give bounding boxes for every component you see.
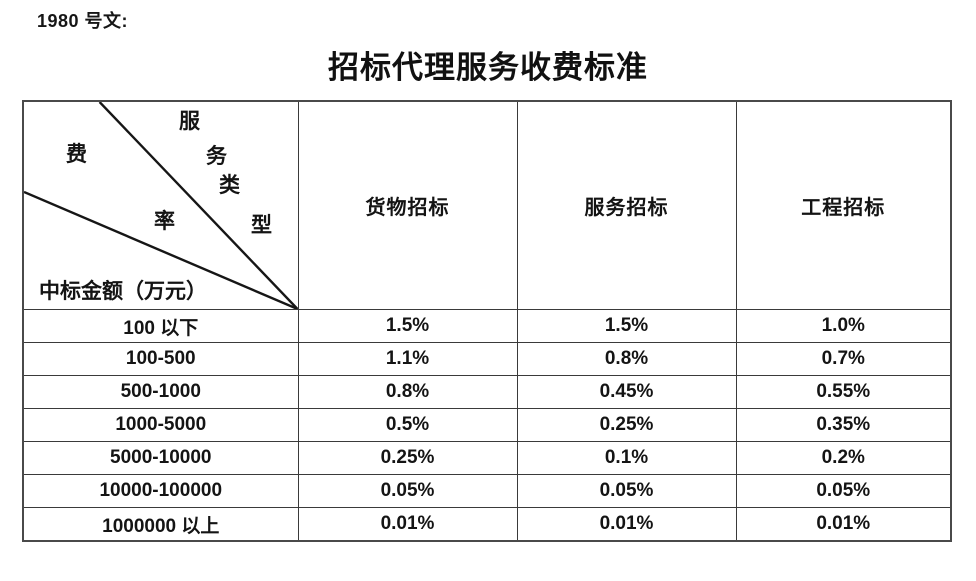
corner-label-service-type-char3: 类 xyxy=(219,173,240,197)
doc-ref-label: 1980 号文: xyxy=(37,11,129,31)
rate-cell-services: 0.05% xyxy=(516,474,737,508)
column-header-goods: 货物招标 xyxy=(297,100,518,310)
page-title: 招标代理服务收费标准 xyxy=(328,50,648,85)
rate-cell-goods: 0.05% xyxy=(297,474,518,508)
rate-cell-services: 0.01% xyxy=(516,507,737,542)
rate-cell-services: 0.45% xyxy=(516,375,737,409)
fee-standard-table: 费 率 服 务 类 型 中标金额（万元） 货物招标 服务招标 工程招标 100 … xyxy=(22,100,952,542)
column-header-works: 工程招标 xyxy=(735,100,952,310)
table-row: 1000-5000 0.5% 0.25% 0.35% xyxy=(22,408,952,442)
rate-cell-works: 1.0% xyxy=(735,309,952,343)
rate-cell-works: 0.01% xyxy=(735,507,952,542)
rate-cell-goods: 0.8% xyxy=(297,375,518,409)
rate-cell-services: 0.25% xyxy=(516,408,737,442)
rate-cell-works: 0.7% xyxy=(735,342,952,376)
rate-cell-services: 1.5% xyxy=(516,309,737,343)
corner-header-content: 费 率 服 务 类 型 中标金额（万元） xyxy=(24,102,297,309)
amount-range-cell: 10000-100000 xyxy=(22,474,299,508)
table-row: 500-1000 0.8% 0.45% 0.55% xyxy=(22,375,952,409)
table-row: 5000-10000 0.25% 0.1% 0.2% xyxy=(22,441,952,475)
table-row: 100 以下 1.5% 1.5% 1.0% xyxy=(22,309,952,343)
corner-label-service-type-char2: 务 xyxy=(206,144,227,168)
rate-cell-goods: 0.5% xyxy=(297,408,518,442)
diagonal-divider-lines xyxy=(24,102,297,309)
amount-range-cell: 1000000 以上 xyxy=(22,507,299,542)
table-header-row: 费 率 服 务 类 型 中标金额（万元） 货物招标 服务招标 工程招标 xyxy=(22,100,952,310)
amount-range-cell: 5000-10000 xyxy=(22,441,299,475)
amount-range-cell: 500-1000 xyxy=(22,375,299,409)
rate-cell-works: 0.2% xyxy=(735,441,952,475)
column-header-services: 服务招标 xyxy=(516,100,737,310)
corner-header-cell: 费 率 服 务 类 型 中标金额（万元） xyxy=(22,100,299,310)
table-row: 1000000 以上 0.01% 0.01% 0.01% xyxy=(22,507,952,542)
amount-range-cell: 100 以下 xyxy=(22,309,299,343)
rate-cell-works: 0.35% xyxy=(735,408,952,442)
corner-label-service-type-char1: 服 xyxy=(179,109,200,133)
rate-cell-goods: 1.1% xyxy=(297,342,518,376)
table-row: 10000-100000 0.05% 0.05% 0.05% xyxy=(22,474,952,508)
corner-label-service-type-char4: 型 xyxy=(251,213,272,237)
rate-cell-goods: 0.25% xyxy=(297,441,518,475)
rate-cell-works: 0.55% xyxy=(735,375,952,409)
corner-label-rate: 率 xyxy=(154,209,175,233)
amount-range-cell: 1000-5000 xyxy=(22,408,299,442)
table-row: 100-500 1.1% 0.8% 0.7% xyxy=(22,342,952,376)
rate-cell-goods: 1.5% xyxy=(297,309,518,343)
corner-label-amount-axis: 中标金额（万元） xyxy=(39,279,207,303)
rate-cell-services: 0.8% xyxy=(516,342,737,376)
corner-label-fee: 费 xyxy=(66,142,87,166)
rate-cell-goods: 0.01% xyxy=(297,507,518,542)
amount-range-cell: 100-500 xyxy=(22,342,299,376)
rate-cell-works: 0.05% xyxy=(735,474,952,508)
rate-cell-services: 0.1% xyxy=(516,441,737,475)
